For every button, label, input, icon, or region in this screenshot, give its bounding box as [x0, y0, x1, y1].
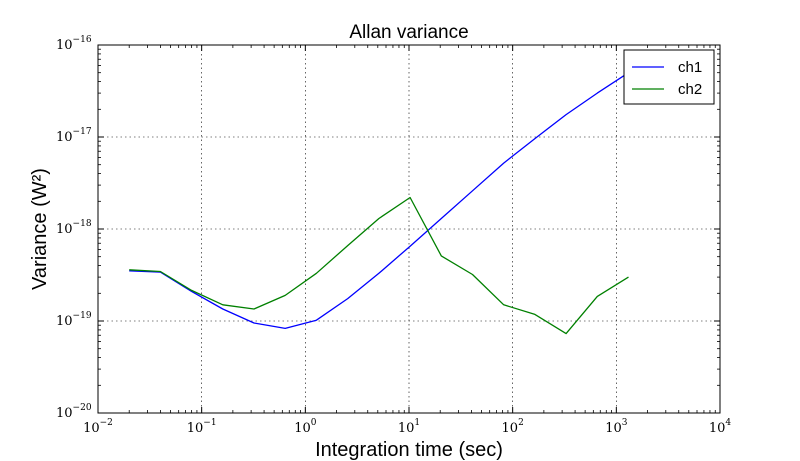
x-tick-base: 10	[709, 421, 726, 436]
x-tick-exponent: 3	[622, 418, 628, 428]
x-tick-label: 10−1	[187, 418, 217, 436]
x-tick-base: 10	[398, 421, 415, 436]
x-tick-exponent: −1	[203, 418, 216, 428]
x-tick-exponent: −2	[100, 418, 113, 428]
chart-title: Allan variance	[349, 22, 468, 43]
x-tick-base: 10	[605, 421, 622, 436]
x-tick-label: 102	[502, 418, 524, 436]
y-tick-label: 10−18	[56, 219, 92, 237]
y-tick-label: 10−16	[56, 35, 92, 53]
y-axis-title: Variance (W²)	[29, 168, 51, 290]
y-tick-exponent: −20	[73, 403, 92, 413]
x-tick-label: 104	[709, 418, 732, 436]
y-tick-base: 10	[56, 222, 73, 237]
axis-ticks: 10−2 10−1 100 101 102 103 10410−2010−1910−1810…	[56, 35, 731, 436]
x-tick-base: 10	[294, 421, 311, 436]
legend-label-ch1: ch1	[678, 59, 702, 76]
legend-box	[623, 49, 715, 105]
series-lines	[129, 72, 629, 335]
x-tick-base: 10	[83, 421, 100, 436]
x-tick-base: 10	[187, 421, 204, 436]
x-tick-label: 101	[398, 418, 420, 436]
y-tick-exponent: −16	[73, 35, 92, 45]
y-tick-exponent: −19	[73, 311, 92, 321]
x-tick-exponent: 0	[311, 418, 317, 428]
x-tick-exponent: 4	[725, 418, 731, 428]
x-axis-title: Integration time (sec)	[315, 439, 503, 461]
grid	[98, 45, 720, 413]
series-line-ch2	[129, 196, 629, 335]
series-line-ch1	[129, 72, 629, 330]
y-tick-base: 10	[56, 406, 73, 421]
y-tick-exponent: −17	[73, 127, 92, 137]
x-tick-exponent: 2	[518, 418, 524, 428]
y-tick-base: 10	[56, 314, 73, 329]
y-tick-label: 10−19	[56, 311, 92, 329]
x-tick-label: 100	[294, 418, 317, 436]
y-tick-base: 10	[56, 130, 73, 145]
x-tick-label: 103	[605, 418, 628, 436]
y-tick-label: 10−17	[56, 127, 92, 145]
y-tick-exponent: −18	[73, 219, 92, 229]
x-tick-label: 10−2	[83, 418, 113, 436]
y-tick-base: 10	[56, 38, 73, 53]
x-tick-exponent: 1	[414, 418, 420, 428]
y-tick-label: 10−20	[56, 403, 92, 421]
x-tick-base: 10	[502, 421, 519, 436]
legend-label-ch2: ch2	[678, 81, 702, 98]
